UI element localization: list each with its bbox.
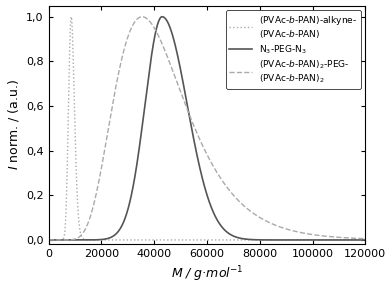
(PVAc-$b$-PAN)-alkyne-
(PVAc-$b$-PAN) [346,238,351,242]
(PVAc-$b$-PAN)-alkyne-
(PVAc-$b$-PAN) [65,139,70,142]
N$_3$-PEG-N$_3$ [47,238,51,242]
(PVAc-$b$-PAN)-alkyne-
(PVAc-$b$-PAN) [69,15,74,19]
(PVAc-$b$-PAN)$_2$-PEG-
(PVAc-$b$-PAN)$_2$ [140,15,145,19]
N$_3$-PEG-N$_3$ [201,182,206,185]
N$_3$-PEG-N$_3$ [65,238,70,242]
(PVAc-$b$-PAN)-alkyne-
(PVAc-$b$-PAN) [201,238,206,242]
(PVAc-$b$-PAN)-alkyne-
(PVAc-$b$-PAN) [60,238,64,242]
N$_3$-PEG-N$_3$ [109,235,113,239]
(PVAc-$b$-PAN)-alkyne-
(PVAc-$b$-PAN) [109,238,113,242]
Line: (PVAc-$b$-PAN)$_2$-PEG-
(PVAc-$b$-PAN)$_2$: (PVAc-$b$-PAN)$_2$-PEG- (PVAc-$b$-PAN)$_… [49,17,365,240]
X-axis label: $M$ / g·mol$^{-1}$: $M$ / g·mol$^{-1}$ [171,265,243,284]
(PVAc-$b$-PAN)-alkyne-
(PVAc-$b$-PAN) [363,238,368,242]
Line: N$_3$-PEG-N$_3$: N$_3$-PEG-N$_3$ [49,17,365,240]
(PVAc-$b$-PAN)$_2$-PEG-
(PVAc-$b$-PAN)$_2$ [65,238,70,242]
N$_3$-PEG-N$_3$ [363,238,368,242]
(PVAc-$b$-PAN)$_2$-PEG-
(PVAc-$b$-PAN)$_2$ [363,237,368,240]
(PVAc-$b$-PAN)$_2$-PEG-
(PVAc-$b$-PAN)$_2$ [109,112,113,116]
(PVAc-$b$-PAN)$_2$-PEG-
(PVAc-$b$-PAN)$_2$ [48,238,53,242]
N$_3$-PEG-N$_3$ [60,238,64,242]
Line: (PVAc-$b$-PAN)-alkyne-
(PVAc-$b$-PAN): (PVAc-$b$-PAN)-alkyne- (PVAc-$b$-PAN) [49,17,365,240]
(PVAc-$b$-PAN)-alkyne-
(PVAc-$b$-PAN) [48,238,53,242]
(PVAc-$b$-PAN)$_2$-PEG-
(PVAc-$b$-PAN)$_2$ [60,238,64,242]
(PVAc-$b$-PAN)-alkyne-
(PVAc-$b$-PAN) [47,238,51,242]
Legend: (PVAc-$b$-PAN)-alkyne-
(PVAc-$b$-PAN), N$_3$-PEG-N$_3$, (PVAc-$b$-PAN)$_2$-PEG-
: (PVAc-$b$-PAN)-alkyne- (PVAc-$b$-PAN), N… [226,10,361,89]
N$_3$-PEG-N$_3$ [160,15,165,19]
N$_3$-PEG-N$_3$ [48,238,53,242]
N$_3$-PEG-N$_3$ [346,238,351,242]
(PVAc-$b$-PAN)$_2$-PEG-
(PVAc-$b$-PAN)$_2$ [47,238,51,242]
(PVAc-$b$-PAN)$_2$-PEG-
(PVAc-$b$-PAN)$_2$ [346,236,351,240]
(PVAc-$b$-PAN)$_2$-PEG-
(PVAc-$b$-PAN)$_2$ [201,146,206,149]
Y-axis label: $I$ norm. / (a.u.): $I$ norm. / (a.u.) [5,79,20,171]
